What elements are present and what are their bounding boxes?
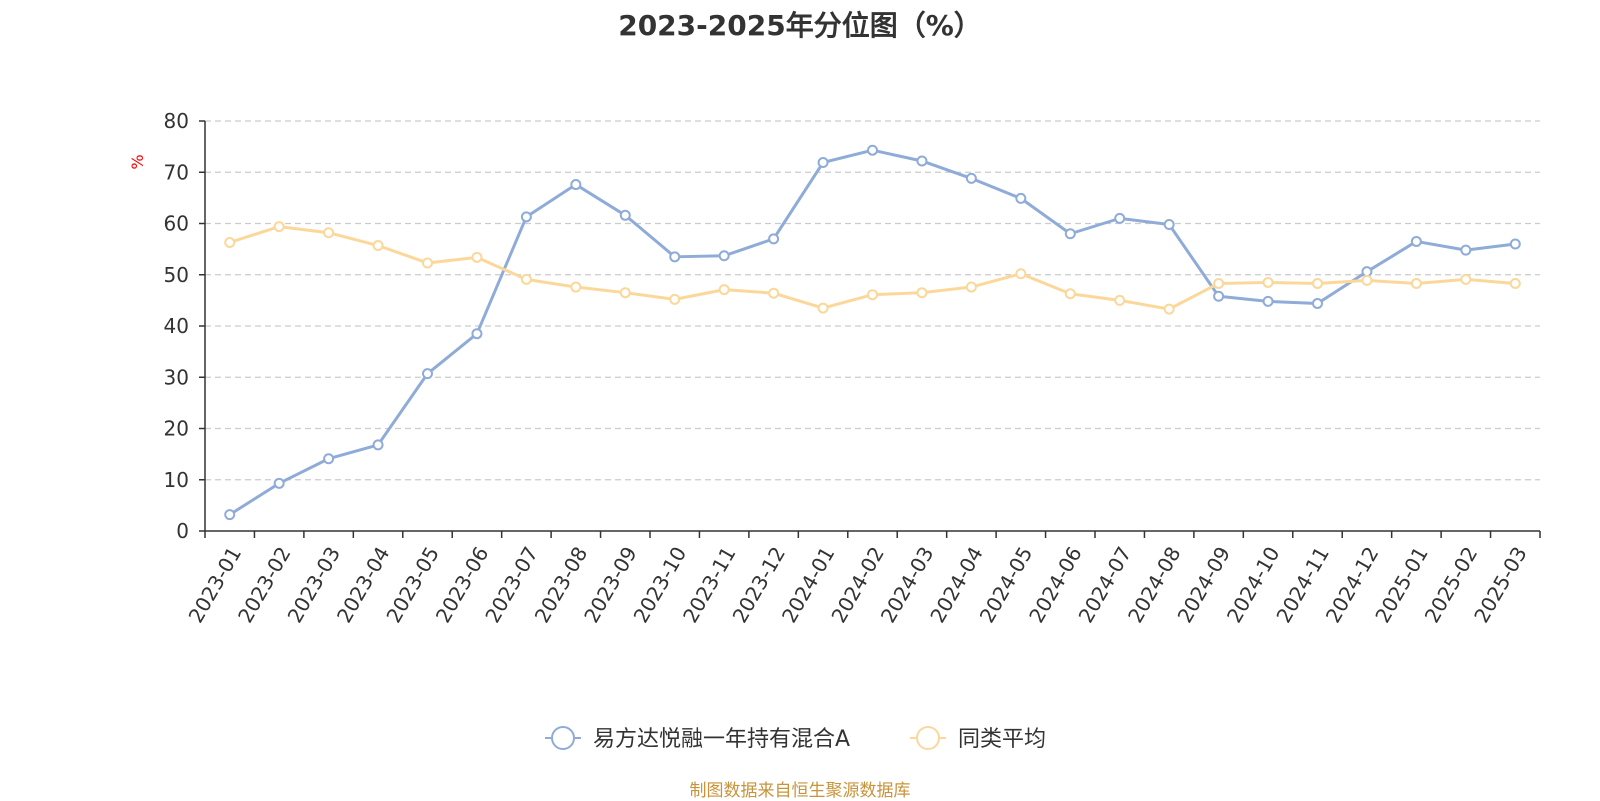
data-point[interactable] bbox=[570, 281, 582, 293]
data-point[interactable] bbox=[669, 251, 681, 263]
data-point[interactable] bbox=[965, 172, 977, 184]
x-tick-labels: 2023-012023-022023-032023-042023-052023-… bbox=[184, 531, 1541, 627]
y-tick-label: 60 bbox=[164, 212, 189, 236]
data-point[interactable] bbox=[1064, 288, 1076, 300]
data-point[interactable] bbox=[1163, 303, 1175, 315]
y-tick-label: 20 bbox=[164, 417, 189, 441]
data-point[interactable] bbox=[1509, 238, 1521, 250]
data-point[interactable] bbox=[1410, 277, 1422, 289]
source-note: 制图数据来自恒生聚源数据库 bbox=[689, 781, 911, 801]
grid-lines bbox=[205, 120, 1540, 481]
data-point[interactable] bbox=[1361, 274, 1373, 286]
data-point[interactable] bbox=[1361, 266, 1373, 278]
data-point[interactable] bbox=[1262, 295, 1274, 307]
legend-marker-icon bbox=[551, 726, 575, 750]
chart-title: 2023-2025年分位图（%） bbox=[618, 9, 982, 42]
data-point[interactable] bbox=[1312, 277, 1323, 289]
data-point[interactable] bbox=[1163, 219, 1175, 231]
data-point[interactable] bbox=[323, 453, 335, 465]
data-point[interactable] bbox=[619, 209, 631, 221]
data-point[interactable] bbox=[224, 509, 236, 521]
series-1 bbox=[224, 144, 1521, 521]
data-point[interactable] bbox=[768, 233, 780, 245]
y-tick-labels: 0 10 20 30 40 50 60 70 80 bbox=[164, 109, 205, 543]
series-line bbox=[228, 148, 1516, 516]
data-point[interactable] bbox=[471, 328, 483, 340]
data-point[interactable] bbox=[372, 240, 384, 252]
data-point[interactable] bbox=[867, 289, 878, 301]
data-point[interactable] bbox=[1114, 212, 1126, 224]
legend-item-2[interactable]: 同类平均 bbox=[910, 726, 1046, 752]
data-point[interactable] bbox=[372, 439, 384, 451]
data-point[interactable] bbox=[718, 250, 730, 262]
data-point[interactable] bbox=[273, 477, 285, 489]
legend[interactable]: 易方达悦融一年持有混合A 同类平均 bbox=[545, 726, 1046, 752]
data-point[interactable] bbox=[1213, 290, 1225, 302]
data-point[interactable] bbox=[422, 368, 433, 380]
data-point[interactable] bbox=[965, 281, 977, 293]
legend-item-1[interactable]: 易方达悦融一年持有混合A bbox=[545, 726, 850, 752]
data-point[interactable] bbox=[1114, 294, 1126, 306]
data-point[interactable] bbox=[1312, 297, 1323, 309]
y-tick-label: 50 bbox=[164, 263, 189, 287]
data-point[interactable] bbox=[669, 293, 681, 305]
data-point[interactable] bbox=[1509, 277, 1521, 289]
data-point[interactable] bbox=[1460, 273, 1472, 285]
data-point[interactable] bbox=[422, 257, 433, 269]
data-point[interactable] bbox=[1213, 277, 1225, 289]
data-point[interactable] bbox=[471, 251, 483, 263]
series-2 bbox=[224, 221, 1521, 315]
data-point[interactable] bbox=[1064, 228, 1076, 240]
data-point[interactable] bbox=[718, 284, 730, 296]
data-point[interactable] bbox=[867, 144, 878, 156]
data-point[interactable] bbox=[916, 155, 928, 167]
y-axis-label: % bbox=[128, 154, 147, 169]
data-point[interactable] bbox=[768, 287, 780, 299]
data-point[interactable] bbox=[1015, 268, 1027, 280]
legend-marker-icon bbox=[916, 726, 940, 750]
data-point[interactable] bbox=[570, 179, 582, 191]
data-point[interactable] bbox=[817, 157, 829, 169]
data-point[interactable] bbox=[224, 236, 236, 248]
data-point[interactable] bbox=[323, 227, 335, 239]
data-point[interactable] bbox=[916, 287, 928, 299]
data-point[interactable] bbox=[1410, 235, 1422, 247]
data-point[interactable] bbox=[1460, 244, 1472, 256]
data-point[interactable] bbox=[520, 273, 532, 285]
data-point[interactable] bbox=[520, 211, 532, 223]
y-tick-label: 10 bbox=[164, 468, 189, 492]
data-point[interactable] bbox=[1262, 276, 1274, 288]
y-tick-label: 40 bbox=[164, 314, 189, 338]
y-tick-label: 70 bbox=[164, 160, 189, 184]
y-tick-label: 80 bbox=[164, 109, 189, 133]
legend-label: 同类平均 bbox=[958, 727, 1046, 752]
data-point[interactable] bbox=[817, 302, 829, 314]
data-point[interactable] bbox=[1015, 192, 1027, 204]
y-tick-label: 0 bbox=[176, 519, 189, 543]
data-point[interactable] bbox=[273, 221, 285, 233]
data-point[interactable] bbox=[619, 287, 631, 299]
y-tick-label: 30 bbox=[164, 365, 189, 389]
legend-label: 易方达悦融一年持有混合A bbox=[593, 727, 850, 752]
series-group bbox=[224, 144, 1521, 521]
